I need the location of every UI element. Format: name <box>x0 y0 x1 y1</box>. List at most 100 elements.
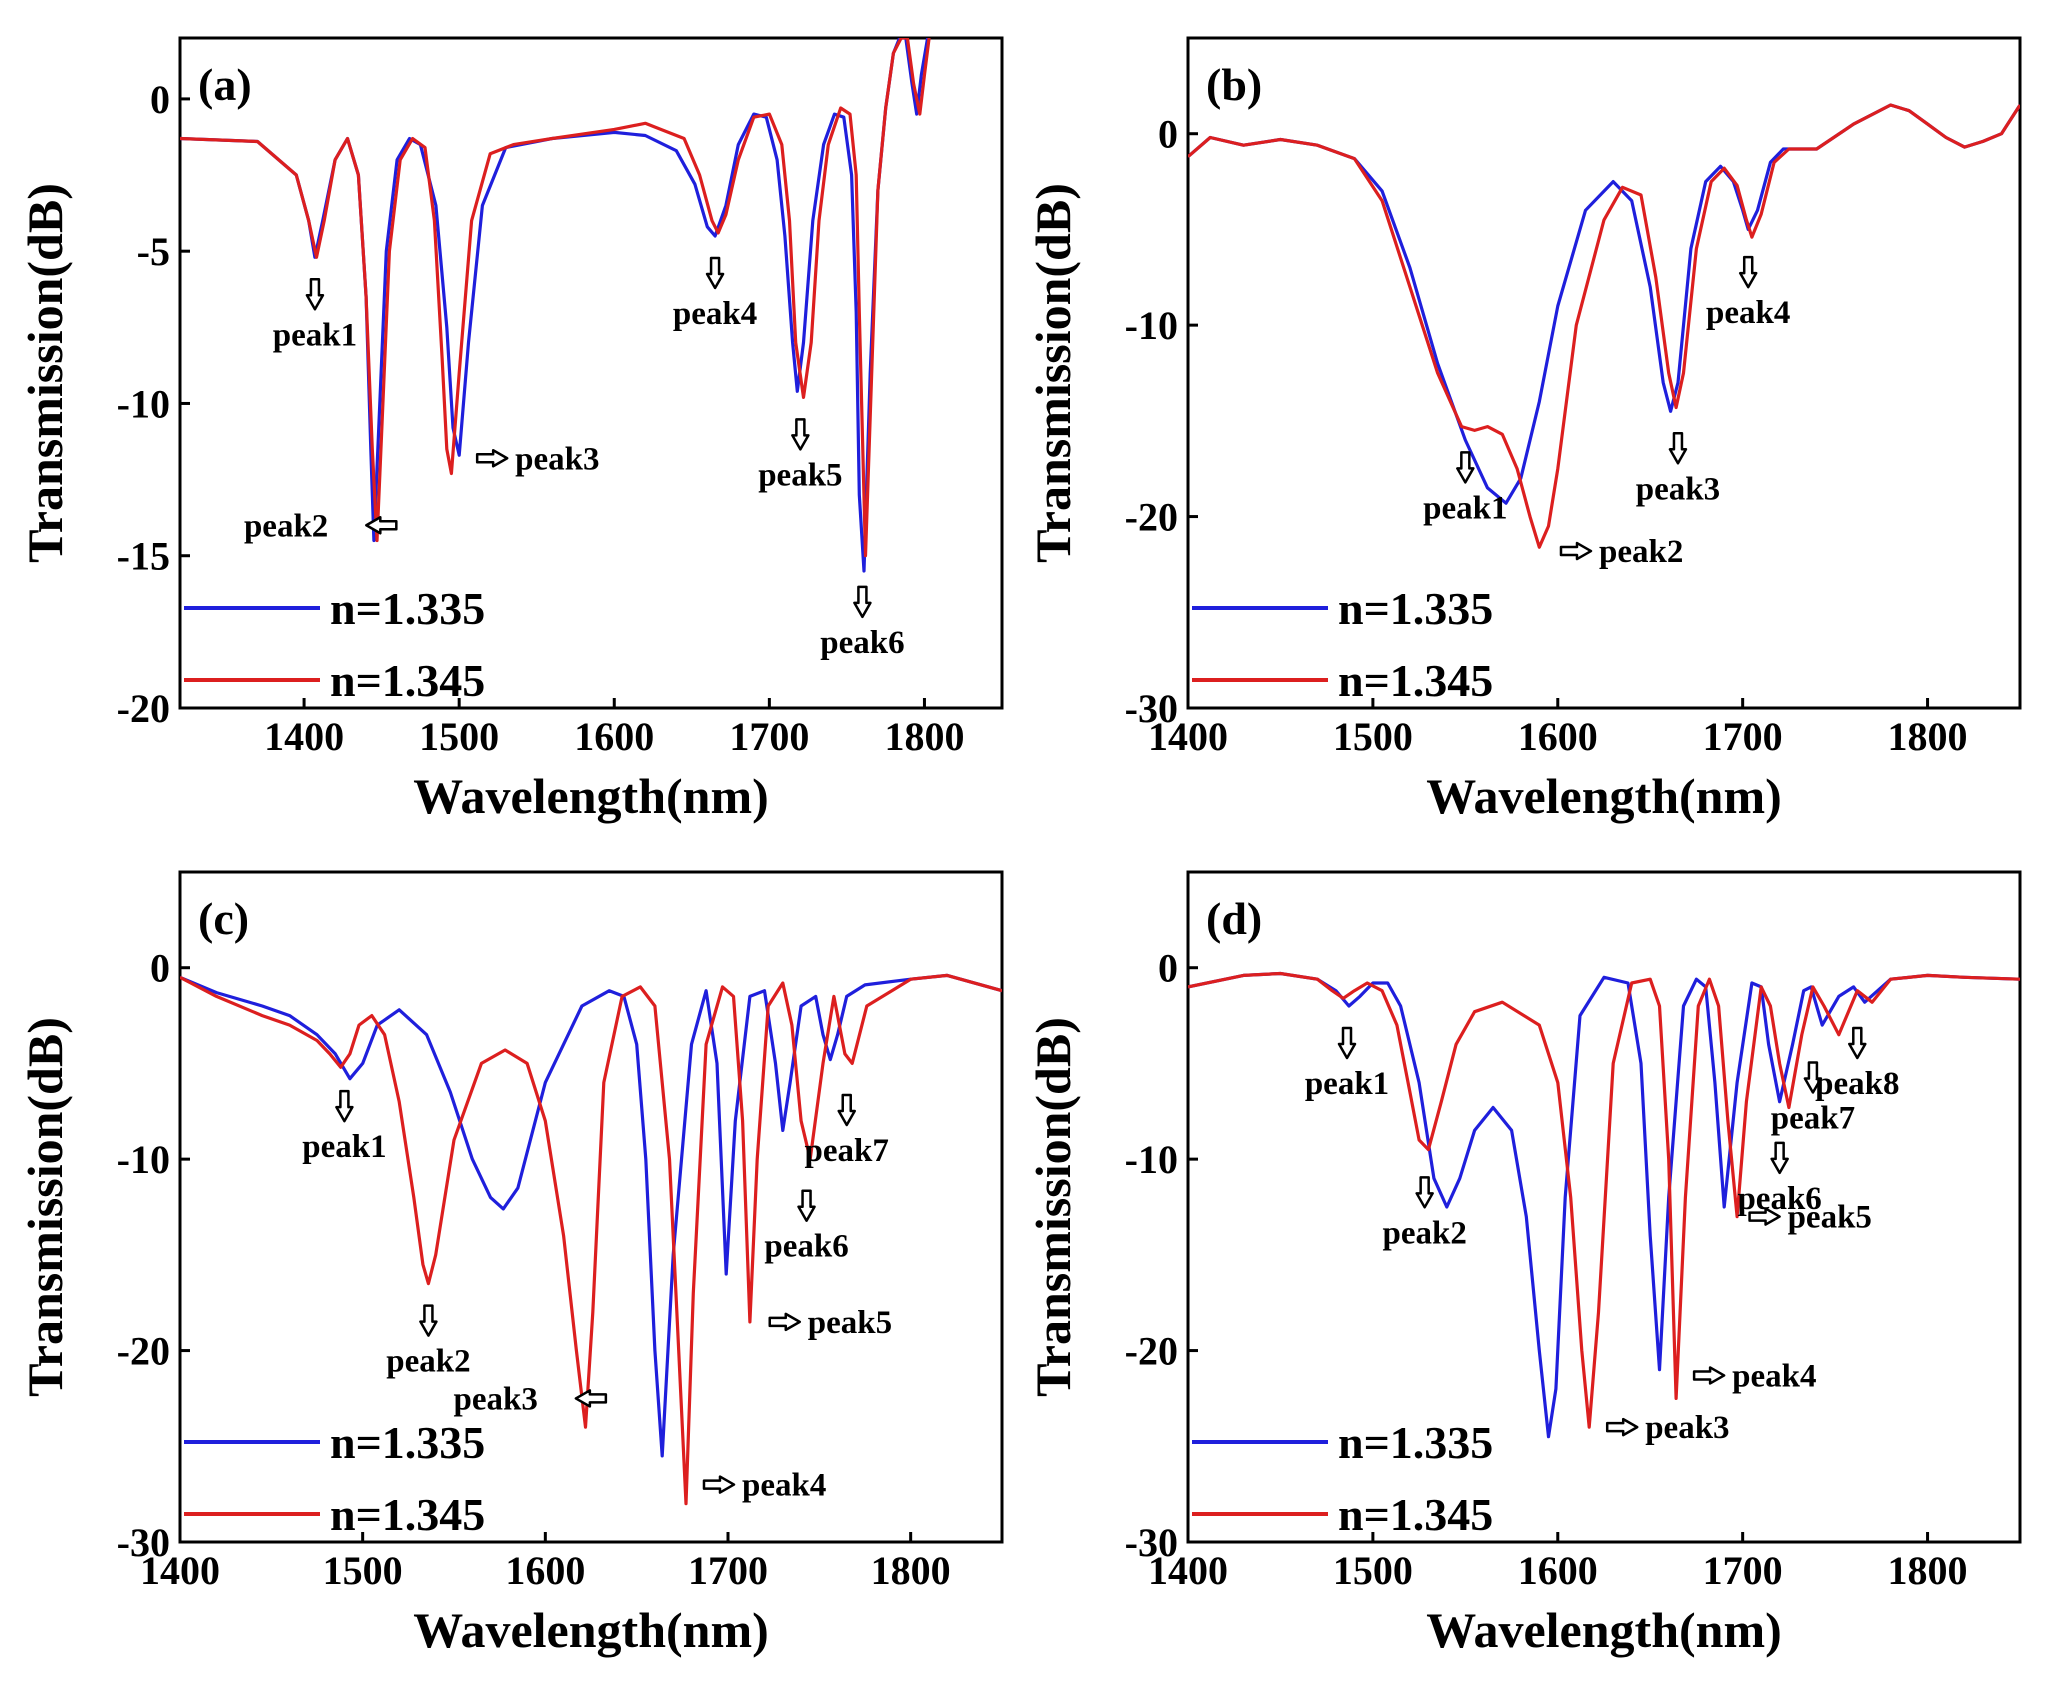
series-line-n1335 <box>1188 103 2020 505</box>
peak-arrow <box>853 585 872 619</box>
peak-label: peak4 <box>742 1468 826 1504</box>
peak-arrow <box>1668 432 1688 465</box>
plot-area <box>180 38 931 573</box>
y-axis-label: Transmission(dB) <box>1025 1017 1081 1397</box>
x-tick-label: 1400 <box>1148 1548 1228 1593</box>
peak-label: peak7 <box>1771 1100 1855 1136</box>
y-tick-label: -10 <box>117 381 170 426</box>
y-axis-label: Transmission(dB) <box>17 1017 73 1397</box>
peak-label: peak2 <box>1599 534 1683 570</box>
plot-frame <box>178 870 1004 1544</box>
x-tick-label: 1400 <box>1148 714 1228 759</box>
y-tick-label: 0 <box>150 946 170 991</box>
legend-entry: n=1.335 <box>1338 1417 1493 1468</box>
peak-label: peak1 <box>1305 1066 1389 1102</box>
peak-label: peak6 <box>764 1229 848 1265</box>
plot-area <box>1188 971 2020 1439</box>
y-tick-label: 0 <box>1158 112 1178 157</box>
peak-label: peak1 <box>273 317 357 353</box>
peak-arrow <box>365 516 398 535</box>
x-axis-label: Wavelength(nm) <box>413 768 769 824</box>
peak-label: peak8 <box>1815 1066 1899 1102</box>
legend-entry: n=1.335 <box>330 1417 485 1468</box>
peak-arrow <box>335 1089 354 1123</box>
peak-arrow <box>1415 1176 1434 1209</box>
peak-label: peak2 <box>1382 1215 1466 1251</box>
peak-arrow <box>475 449 509 468</box>
series-line-n1345 <box>1188 971 2020 1429</box>
y-axis-label: Transmission(dB) <box>1025 183 1081 563</box>
panel-label: (a) <box>198 59 252 110</box>
peak-label: peak3 <box>1645 1410 1729 1446</box>
peak-label: peak1 <box>1423 490 1507 526</box>
series-line-n1345 <box>1188 103 2020 549</box>
y-tick-label: -20 <box>1125 495 1178 540</box>
peak-label: peak4 <box>673 296 757 332</box>
x-axis-label: Wavelength(nm) <box>413 1602 769 1658</box>
peak-arrow <box>1559 541 1593 561</box>
y-axis-label: Transmission(dB) <box>17 183 73 563</box>
peak-arrow <box>574 1389 608 1408</box>
peak-label: peak5 <box>758 457 842 493</box>
x-axis-label: Wavelength(nm) <box>1426 768 1782 824</box>
x-tick-label: 1800 <box>1888 714 1968 759</box>
peak-arrow <box>837 1093 856 1127</box>
legend-entry: n=1.345 <box>1338 655 1493 706</box>
plot-frame <box>178 36 1004 710</box>
peak-arrow <box>1692 1366 1726 1385</box>
x-tick-label: 1800 <box>871 1548 951 1593</box>
legend-entry: n=1.345 <box>330 1489 485 1540</box>
y-tick-label: -30 <box>1125 1520 1178 1565</box>
x-tick-label: 1400 <box>140 1548 220 1593</box>
x-tick-label: 1800 <box>884 714 964 759</box>
peak-arrow <box>1748 1207 1781 1226</box>
x-tick-label: 1600 <box>1518 1548 1598 1593</box>
y-tick-label: -10 <box>1125 1137 1178 1182</box>
x-tick-label: 1500 <box>1333 1548 1413 1593</box>
y-tick-label: 0 <box>150 77 170 122</box>
y-tick-label: -20 <box>117 1329 170 1374</box>
plot-frame <box>1186 870 2022 1544</box>
plot-frame <box>1186 36 2022 710</box>
peak-arrow <box>1456 451 1475 484</box>
peak-label: peak7 <box>805 1133 889 1169</box>
series-line-n1335 <box>1188 971 2020 1439</box>
peak-label: peak1 <box>302 1129 386 1165</box>
y-tick-label: -30 <box>1125 686 1178 731</box>
x-tick-label: 1500 <box>323 1548 403 1593</box>
peak-arrow <box>1738 255 1758 289</box>
y-tick-label: -10 <box>1125 303 1178 348</box>
peak-arrow <box>705 256 725 290</box>
peak-label: peak3 <box>1636 471 1720 507</box>
y-tick-label: -20 <box>1125 1329 1178 1374</box>
x-tick-label: 1700 <box>729 714 809 759</box>
peak-arrow <box>702 1475 736 1494</box>
peak-label: peak4 <box>1706 295 1790 331</box>
peak-label: peak2 <box>244 508 328 544</box>
peak-arrow <box>1770 1141 1789 1175</box>
panel-b: 1400 1500 1600 1700 1800 0 -10 -20 -30 Wavelength… <box>1025 36 2022 824</box>
peak-arrow <box>305 278 325 311</box>
peak-arrow <box>1337 1026 1357 1060</box>
x-axis-label: Wavelength(nm) <box>1426 1602 1782 1658</box>
series-line-n1335 <box>180 973 1002 1458</box>
peak-arrow <box>791 418 810 451</box>
peak-arrow <box>797 1189 816 1222</box>
peak-arrow <box>1848 1026 1867 1060</box>
peak-label: peak5 <box>1788 1200 1872 1236</box>
x-tick-label: 1400 <box>264 714 344 759</box>
x-tick-label: 1700 <box>1703 1548 1783 1593</box>
panel-d: 1400 1500 1600 1700 1800 0 -10 -20 -30 Wavelength… <box>1025 870 2022 1658</box>
legend-entry: n=1.335 <box>1338 583 1493 634</box>
x-tick-label: 1500 <box>419 714 499 759</box>
y-tick-label: -5 <box>137 229 170 274</box>
legend-entry: n=1.345 <box>1338 1489 1493 1540</box>
legend-entry: n=1.345 <box>330 655 485 706</box>
y-tick-label: 0 <box>1158 946 1178 991</box>
peak-label: peak6 <box>820 625 904 661</box>
x-tick-label: 1800 <box>1888 1548 1968 1593</box>
peak-label: peak6 <box>1737 1181 1821 1217</box>
peak-label: peak3 <box>515 441 599 477</box>
x-tick-label: 1700 <box>688 1548 768 1593</box>
